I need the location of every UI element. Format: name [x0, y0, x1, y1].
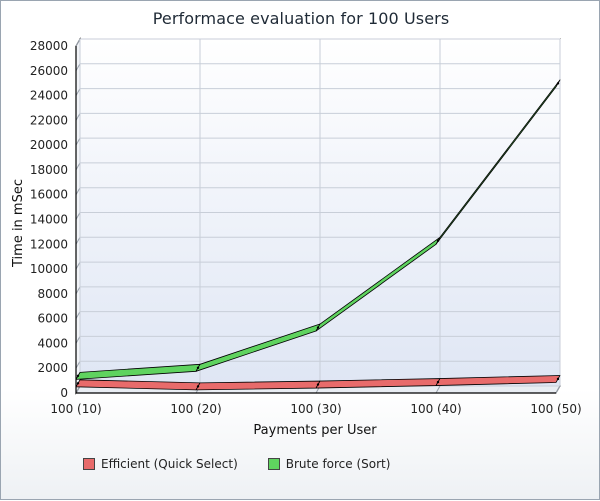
- data-point: [556, 377, 560, 381]
- data-point: [436, 239, 440, 242]
- data-point: [556, 82, 560, 85]
- y-tick-label: 24000: [30, 89, 68, 103]
- gridline-y-depth: [75, 360, 81, 369]
- y-tick-label: 18000: [30, 163, 68, 177]
- legend-item-brute-force: Brute force (Sort): [267, 457, 391, 471]
- x-tick-label: 100 (30): [290, 402, 341, 416]
- data-point: [76, 382, 80, 385]
- series-segment: [435, 79, 561, 245]
- gridline-y-depth: [75, 336, 81, 344]
- y-tick-label: 10000: [30, 262, 68, 276]
- legend-swatch-efficient: [83, 458, 95, 470]
- gridline-y-depth: [75, 212, 81, 220]
- gridline-y-depth: [75, 237, 81, 245]
- gridline-y-depth: [75, 137, 81, 146]
- y-tick-label: 28000: [30, 39, 68, 53]
- x-axis-label: Payments per User: [253, 423, 377, 438]
- data-point: [196, 366, 200, 370]
- data-point: [436, 380, 440, 384]
- data-point: [316, 383, 320, 386]
- legend-item-efficient: Efficient (Quick Select): [83, 457, 238, 471]
- y-tick-label: 26000: [30, 64, 68, 78]
- gridline-y-depth: [75, 38, 81, 47]
- y-tick-label: 6000: [37, 312, 68, 326]
- gridline-y-depth: [75, 187, 81, 195]
- y-tick-label: 4000: [37, 336, 68, 350]
- gridline-y-depth: [75, 311, 81, 319]
- series-brute-force: [75, 79, 561, 380]
- y-tick-label: 2000: [37, 361, 68, 375]
- y-tick-label: 8000: [37, 287, 68, 301]
- gridline-y-depth: [75, 162, 81, 171]
- gridline-y-depth: [75, 63, 81, 72]
- data-point: [76, 374, 80, 378]
- y-tick-label: 16000: [30, 188, 68, 202]
- legend-label-brute-force: Brute force (Sort): [285, 457, 391, 471]
- y-tick-label: 12000: [30, 237, 68, 251]
- series-segment: [195, 380, 321, 391]
- legend: Efficient (Quick Select) Brute force (So…: [83, 457, 390, 471]
- x-tick-label: 100 (10): [50, 402, 101, 416]
- gridline-y-depth: [75, 113, 81, 121]
- series-segment: [435, 375, 561, 386]
- gridline-y-depth: [75, 261, 81, 270]
- gridline-y-depth: [75, 286, 81, 295]
- legend-label-efficient: Efficient (Quick Select): [101, 457, 238, 471]
- y-axis-label: Time in mSec: [11, 179, 26, 268]
- y-tick-label: 14000: [30, 213, 68, 227]
- gridline-x-depth: [435, 385, 441, 394]
- gridline-x-depth: [555, 385, 561, 394]
- x-tick-label: 100 (20): [170, 402, 221, 416]
- x-tick-label: 100 (40): [410, 402, 461, 416]
- series-efficient: [75, 375, 561, 391]
- data-point: [196, 385, 200, 388]
- chart-title: Performace evaluation for 100 Users: [152, 9, 450, 28]
- y-tick-label: 20000: [30, 138, 68, 152]
- legend-swatch-brute-force: [267, 458, 280, 470]
- y-tick-label: 22000: [30, 113, 68, 127]
- y-tick-label: 0: [60, 386, 68, 400]
- x-tick-label: 100 (50): [530, 402, 581, 416]
- data-point: [316, 326, 320, 329]
- gridline-y-depth: [75, 88, 81, 96]
